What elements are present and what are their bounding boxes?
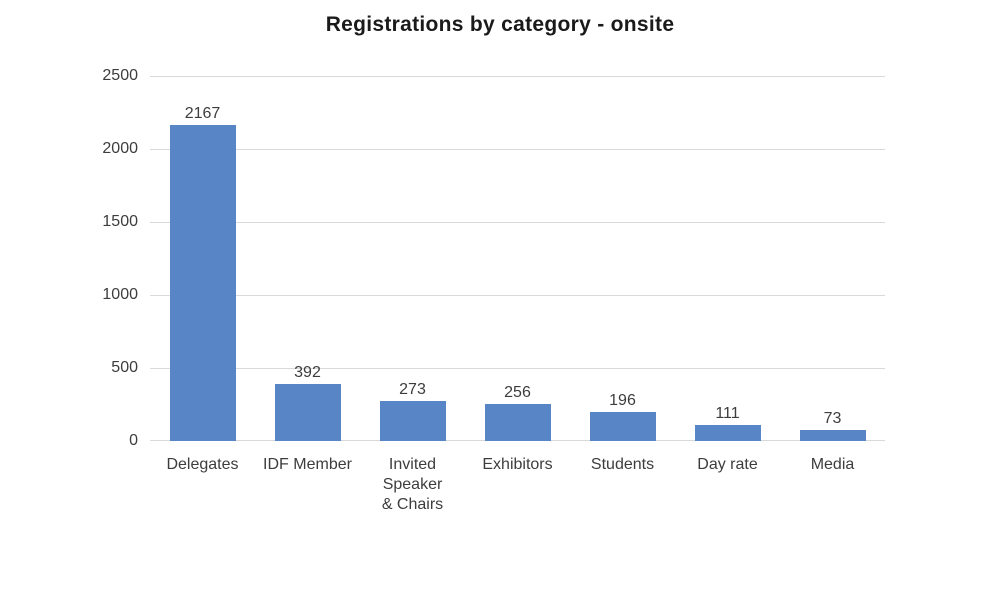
bar-value-label: 2167 xyxy=(184,104,221,122)
gridline xyxy=(150,149,885,150)
y-axis-tick-label: 1000 xyxy=(102,286,138,303)
x-axis-category-label: Invited Speaker & Chairs xyxy=(381,456,444,513)
y-axis: 2500 2000 1500 1000 500 0 xyxy=(0,67,138,449)
y-axis-tick-label: 500 xyxy=(111,359,138,376)
x-axis-category-label: Day rate xyxy=(697,456,758,473)
bar-value-label: 392 xyxy=(294,363,321,381)
bar-value-label: 111 xyxy=(715,404,740,422)
bar-value-label: 256 xyxy=(504,383,531,401)
chart-title: Registrations by category - onsite xyxy=(325,13,675,36)
x-axis-category-label: Exhibitors xyxy=(482,456,553,473)
bar-slot: 392 xyxy=(255,76,360,441)
bar-day-rate xyxy=(694,424,761,441)
gridline xyxy=(150,295,885,296)
bar-delegates xyxy=(169,124,236,441)
bar-slot: 73 xyxy=(780,76,885,441)
x-axis-category-label: IDF Member xyxy=(263,456,352,473)
x-axis-category-label: Delegates xyxy=(166,456,239,473)
y-axis-tick-label: 0 xyxy=(129,432,138,449)
y-axis-tick-label: 2000 xyxy=(102,140,138,157)
bar-students xyxy=(589,412,656,441)
gridline xyxy=(150,76,885,77)
bars-group: 2167 392 273 256 196 111 xyxy=(150,76,885,441)
bar-invited-speaker-chairs xyxy=(379,401,446,441)
bar-idf-member xyxy=(274,383,341,441)
bar-media xyxy=(799,430,866,441)
x-axis-category-label: Media xyxy=(810,456,855,473)
y-axis-tick-label: 1500 xyxy=(102,213,138,230)
bar-value-label: 273 xyxy=(399,381,426,399)
gridline xyxy=(150,222,885,223)
bar-value-label: 196 xyxy=(609,392,636,410)
bar-slot: 256 xyxy=(465,76,570,441)
bar-slot: 273 xyxy=(360,76,465,441)
y-axis-tick-label: 2500 xyxy=(102,67,138,84)
x-axis: Delegates IDF Member Invited Speaker & C… xyxy=(150,441,885,515)
bar-slot: 111 xyxy=(675,76,780,441)
x-axis-category-label: Students xyxy=(590,456,655,473)
gridline xyxy=(150,368,885,369)
bar-exhibitors xyxy=(484,403,551,441)
bar-slot: 196 xyxy=(570,76,675,441)
plot-area: 2167 392 273 256 196 111 xyxy=(150,76,885,441)
bar-value-label: 73 xyxy=(823,410,842,428)
bar-slot: 2167 xyxy=(150,76,255,441)
